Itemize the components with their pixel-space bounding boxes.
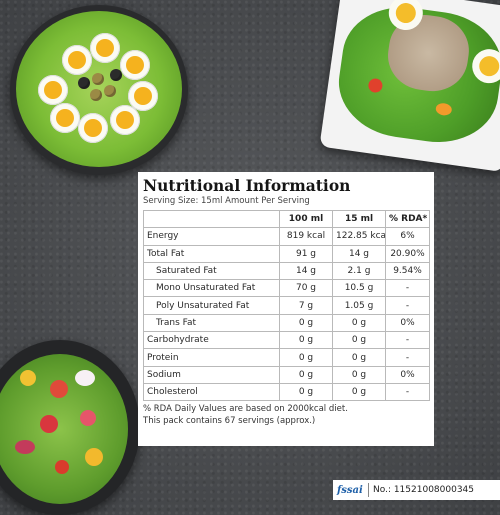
- column-header-rda: % RDA*: [385, 209, 430, 229]
- egg-half: [120, 50, 150, 80]
- value-100ml: 91 g: [279, 244, 333, 263]
- table-row: Saturated Fat 14 g 2.1 g 9.54%: [143, 261, 430, 281]
- value-15ml: 0 g: [332, 331, 386, 350]
- value-rda: 0%: [385, 365, 430, 384]
- value-rda: -: [385, 296, 430, 315]
- value-100ml: 0 g: [279, 365, 333, 384]
- value-rda: 0%: [385, 313, 430, 333]
- nutrient-name: Protein: [143, 348, 280, 367]
- nutrient-name: Poly Unsaturated Fat: [143, 296, 280, 315]
- nutrient-name: Total Fat: [143, 244, 280, 263]
- value-100ml: 14 g: [279, 261, 333, 281]
- nutrient-name: Carbohydrate: [143, 331, 280, 350]
- tomato-piece: [40, 415, 58, 433]
- radish-piece: [75, 370, 95, 386]
- nutrient-name: Energy: [143, 227, 280, 246]
- tomato-piece: [20, 370, 36, 386]
- value-rda: -: [385, 279, 430, 298]
- value-100ml: 0 g: [279, 348, 333, 367]
- olive: [104, 85, 116, 97]
- tuna-salad-plate-image: [319, 0, 500, 173]
- value-15ml: 122.85 kcal: [332, 227, 386, 246]
- value-15ml: 2.1 g: [332, 261, 386, 281]
- table-row: Total Fat 91 g 14 g 20.90%: [143, 244, 430, 263]
- footnote-servings: This pack contains 67 servings (approx.): [143, 415, 316, 426]
- table-row: Energy 819 kcal 122.85 kcal 6%: [143, 227, 430, 246]
- egg-half: [38, 75, 68, 105]
- value-100ml: 0 g: [279, 382, 333, 402]
- nutrition-table: 100 ml 15 ml % RDA* Energy 819 kcal 122.85…: [143, 209, 430, 402]
- value-15ml: 1.05 g: [332, 296, 386, 315]
- value-100ml: 0 g: [279, 313, 333, 333]
- value-100ml: 7 g: [279, 296, 333, 315]
- vegetable-salad-bowl-image: [0, 340, 140, 515]
- divider: [368, 483, 369, 497]
- value-15ml: 0 g: [332, 348, 386, 367]
- footnote-rda: % RDA Daily Values are based on 2000kcal…: [143, 404, 348, 415]
- egg-half: [110, 105, 140, 135]
- value-rda: -: [385, 382, 430, 402]
- value-rda: -: [385, 348, 430, 367]
- value-rda: -: [385, 331, 430, 350]
- column-header-100ml: 100 ml: [279, 209, 333, 229]
- fssai-logo: fssai: [337, 484, 363, 496]
- value-100ml: 70 g: [279, 279, 333, 298]
- value-100ml: 819 kcal: [279, 227, 333, 246]
- table-row: Poly Unsaturated Fat 7 g 1.05 g-: [143, 296, 430, 315]
- egg-salad-plate-image: [10, 5, 188, 175]
- fssai-license-strip: fssai No.: 11521008000345: [333, 480, 500, 500]
- column-header-15ml: 15 ml: [332, 209, 386, 229]
- egg-half: [78, 113, 108, 143]
- nutrition-card: Nutritional Information Serving Size: 15…: [138, 172, 434, 446]
- table-header-row: 100 ml 15 ml % RDA*: [143, 209, 430, 229]
- nutrient-name: Sodium: [143, 365, 280, 384]
- olive: [92, 73, 104, 85]
- tomato-piece: [85, 448, 103, 466]
- value-rda: 9.54%: [385, 261, 430, 281]
- value-15ml: 0 g: [332, 313, 386, 333]
- serving-size-line: Serving Size: 15ml Amount Per Serving: [143, 196, 310, 206]
- card-title: Nutritional Information: [143, 176, 351, 195]
- tomato-piece: [55, 460, 69, 474]
- olive: [78, 77, 90, 89]
- footnote: % RDA Daily Values are based on 2000kcal…: [143, 404, 429, 427]
- value-rda: 20.90%: [385, 244, 430, 263]
- egg-half: [62, 45, 92, 75]
- olive: [110, 69, 122, 81]
- egg-half: [50, 103, 80, 133]
- olive: [90, 89, 102, 101]
- column-header-nutrient: [143, 209, 280, 229]
- tomato-piece: [50, 380, 68, 398]
- value-15ml: 0 g: [332, 365, 386, 384]
- egg-half: [128, 81, 158, 111]
- nutrient-name: Mono Unsaturated Fat: [143, 279, 280, 298]
- onion-piece: [15, 440, 35, 454]
- value-100ml: 0 g: [279, 331, 333, 350]
- nutrient-name: Cholesterol: [143, 382, 280, 402]
- value-15ml: 10.5 g: [332, 279, 386, 298]
- radish-piece: [80, 410, 96, 426]
- table-row: Mono Unsaturated Fat 70 g 10.5 g-: [143, 279, 430, 298]
- nutrient-name: Saturated Fat: [143, 261, 280, 281]
- value-rda: 6%: [385, 227, 430, 246]
- nutrient-name: Trans Fat: [143, 313, 280, 333]
- fssai-license-number: No.: 11521008000345: [373, 485, 474, 495]
- egg-half: [90, 33, 120, 63]
- value-15ml: 14 g: [332, 244, 386, 263]
- value-15ml: 0 g: [332, 382, 386, 402]
